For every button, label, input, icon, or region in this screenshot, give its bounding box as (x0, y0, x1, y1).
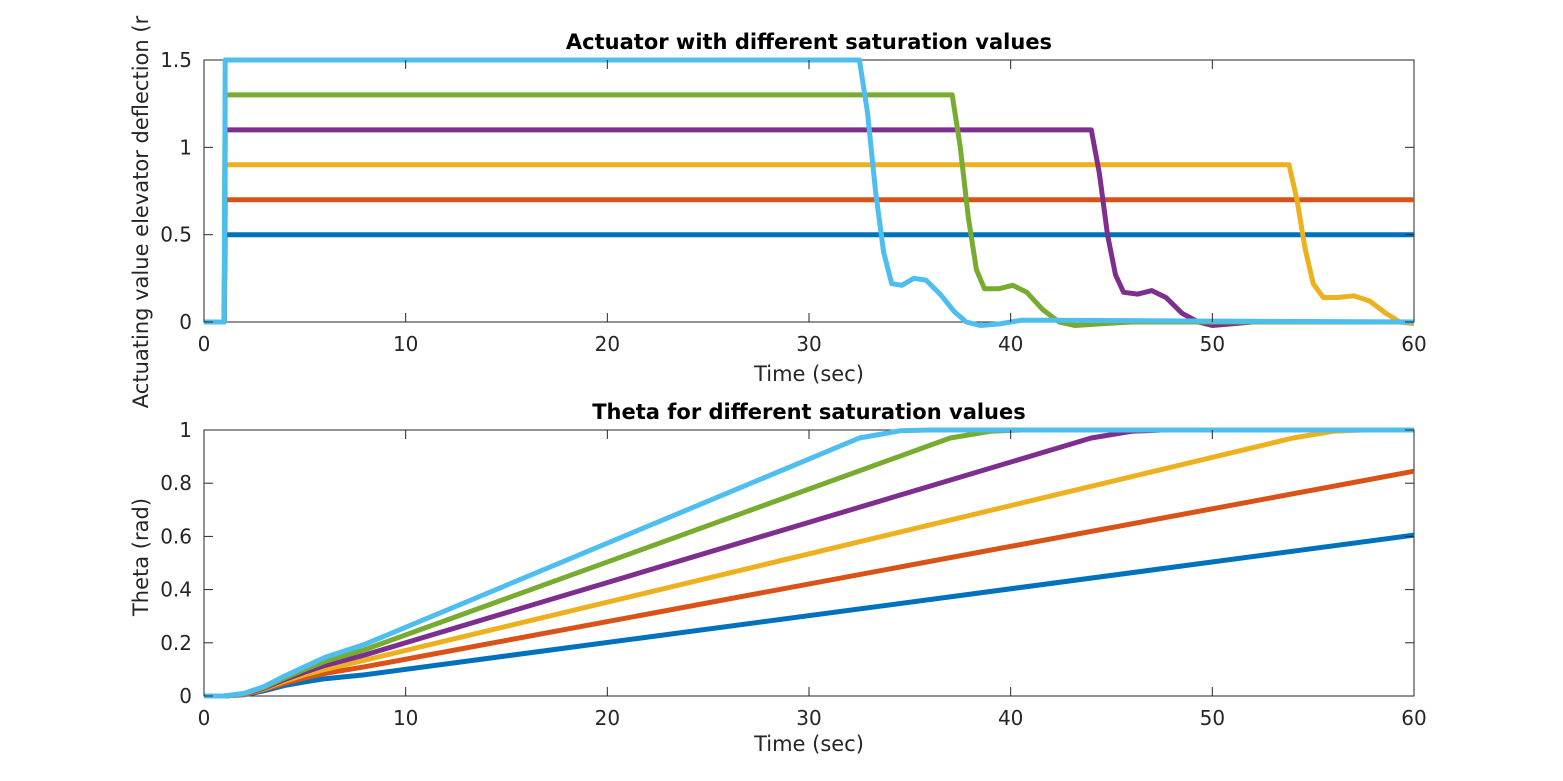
actuator-series-line-5 (204, 92, 1414, 328)
theta-x-tick-label: 30 (796, 706, 821, 730)
actuator-chart-title: Actuator with different saturation value… (566, 30, 1052, 54)
actuator-x-tick-label: 30 (796, 332, 821, 356)
actuator-x-tick-label: 50 (1200, 332, 1225, 356)
theta-x-tick-label: 20 (595, 706, 620, 730)
actuator-y-tick-label: 0 (179, 310, 192, 334)
actuator-x-tick-label: 60 (1401, 332, 1426, 356)
theta-y-tick-label: 0.2 (160, 631, 192, 655)
actuator-y-tick-label: 1 (179, 135, 192, 159)
theta-x-tick-label: 60 (1401, 706, 1426, 730)
theta-series-group (204, 427, 1415, 699)
theta-y-axis-label: Theta (rad) (129, 498, 153, 617)
theta-x-tick-label: 0 (198, 706, 211, 730)
actuator-y-tick-label: 1.5 (160, 48, 192, 72)
actuator-axes: 0 10 20 30 40 50 60 0 0.5 1 1.5 Actuator with diff… (129, 15, 1427, 408)
actuator-y-tick-label: 0.5 (160, 223, 192, 247)
actuator-x-tick-label: 20 (595, 332, 620, 356)
actuator-x-tick-label: 40 (998, 332, 1023, 356)
theta-series-line-6 (204, 427, 1414, 699)
actuator-x-tick-label: 10 (393, 332, 418, 356)
actuator-series-line-6 (204, 57, 1415, 328)
actuator-x-tick-label: 0 (198, 332, 211, 356)
theta-y-tick-label: 0.6 (160, 524, 192, 548)
actuator-plot-area (203, 59, 1415, 323)
actuator-x-axis-label: Time (sec) (753, 362, 864, 386)
theta-axes: 0 10 20 30 40 50 60 0 0.2 0.4 0.6 0.8 1 Theta for di… (129, 400, 1427, 756)
theta-y-tick-label: 0 (179, 684, 192, 708)
actuator-y-axis-label: Actuating value elevator deflection (r (129, 15, 153, 408)
theta-x-axis-label: Time (sec) (753, 732, 864, 756)
theta-y-tick-label: 0.4 (160, 578, 192, 602)
theta-y-tick-label: 1 (179, 418, 192, 442)
theta-chart-title: Theta for different saturation values (592, 400, 1026, 424)
actuator-series-line-3 (204, 162, 1415, 327)
actuator-ticks: 0 10 20 30 40 50 60 0 0.5 1 1.5 (160, 48, 1427, 356)
actuator-series-group (204, 57, 1415, 328)
theta-x-tick-label: 50 (1200, 706, 1225, 730)
theta-ticks: 0 10 20 30 40 50 60 0 0.2 0.4 0.6 0.8 1 (160, 418, 1427, 730)
theta-x-tick-label: 40 (998, 706, 1023, 730)
theta-y-tick-label: 0.8 (160, 471, 192, 495)
theta-x-tick-label: 10 (393, 706, 418, 730)
